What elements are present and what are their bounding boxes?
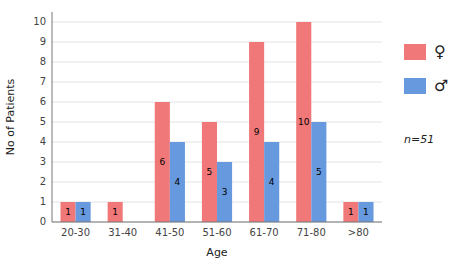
bar [60, 202, 75, 222]
bar [249, 42, 264, 222]
bar [264, 142, 279, 222]
grid-line [52, 42, 382, 43]
x-tick-label: 31-40 [108, 227, 137, 238]
grid [52, 22, 382, 222]
data-label: 1 [65, 207, 71, 217]
y-tick-label: 4 [40, 136, 46, 147]
grid-line [52, 82, 382, 83]
grid-line [52, 222, 382, 223]
data-label: 1 [363, 207, 369, 217]
y-tick-label: 0 [40, 216, 46, 227]
y-tick-label: 7 [40, 76, 46, 87]
y-tick-label: 2 [40, 176, 46, 187]
x-tick-label: 71-80 [297, 227, 326, 238]
annotation: n=51 [404, 133, 434, 146]
legend-swatch [404, 44, 426, 60]
x-axis-line [52, 222, 382, 223]
legend-label: ♂ [434, 76, 448, 95]
y-tick-label: 1 [40, 196, 46, 207]
bar [108, 202, 123, 222]
grid-line [52, 102, 382, 103]
y-tick-label: 6 [40, 96, 46, 107]
x-tick-label: 51-60 [202, 227, 231, 238]
data-label: 1 [80, 207, 86, 217]
grid-line [52, 62, 382, 63]
x-tick-label: 61-70 [250, 227, 279, 238]
x-axis-title: Age [206, 246, 228, 259]
data-label: 10 [298, 117, 310, 127]
y-tick-label: 9 [40, 36, 46, 47]
legend: ♀♂ [404, 42, 448, 95]
y-tick-label: 8 [40, 56, 46, 67]
bar [76, 202, 91, 222]
bar [202, 122, 217, 222]
data-label: 9 [254, 127, 260, 137]
x-tick-label: >80 [348, 227, 369, 238]
chart-container: 0123456789101165910114345120-3031-4041-5… [0, 0, 474, 264]
bar [343, 202, 358, 222]
bar [358, 202, 373, 222]
data-label: 1 [348, 207, 354, 217]
bar [155, 102, 170, 222]
data-label: 3 [222, 187, 228, 197]
data-labels: 11659101143451 [65, 117, 369, 217]
data-label: 1 [112, 207, 118, 217]
x-tick-label: 41-50 [155, 227, 184, 238]
bar [217, 162, 232, 222]
y-axis-title: No of Patients [4, 78, 17, 155]
data-label: 4 [269, 177, 275, 187]
bar [296, 22, 311, 222]
bars [60, 22, 373, 222]
legend-swatch [404, 78, 426, 94]
data-label: 5 [316, 167, 322, 177]
x-tick-label: 20-30 [61, 227, 90, 238]
data-label: 4 [175, 177, 181, 187]
y-tick-label: 10 [33, 16, 46, 27]
bar [170, 142, 185, 222]
grid-line [52, 22, 382, 23]
data-label: 5 [207, 167, 213, 177]
bar [311, 122, 326, 222]
y-axis-line [52, 12, 53, 222]
legend-label: ♀ [434, 42, 446, 61]
y-tick-label: 5 [40, 116, 46, 127]
chart: 0123456789101165910114345120-3031-4041-5… [0, 0, 474, 264]
y-tick-label: 3 [40, 156, 46, 167]
data-label: 6 [159, 157, 165, 167]
